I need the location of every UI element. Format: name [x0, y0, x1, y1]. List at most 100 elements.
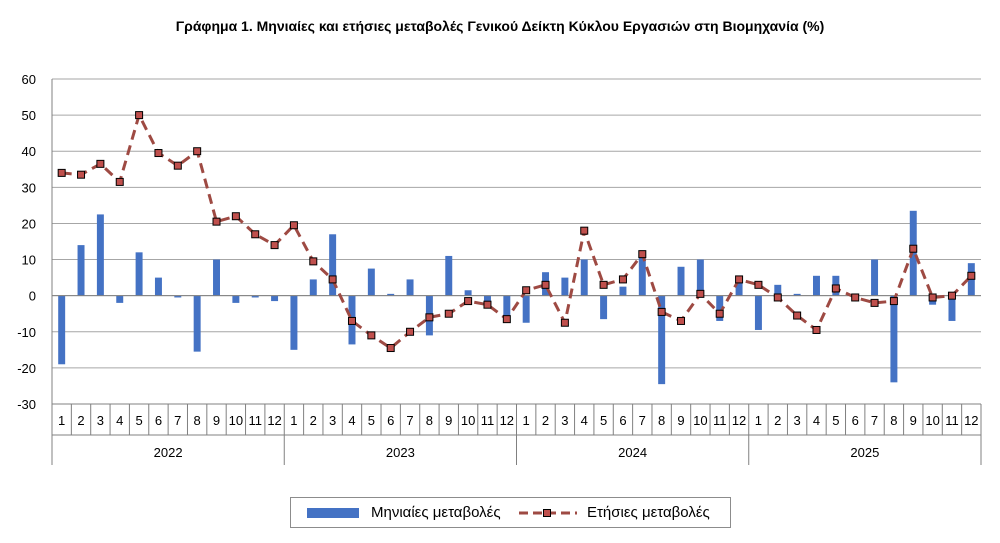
bar: [716, 295, 724, 321]
bar: [154, 277, 162, 296]
x-tick-label: 12: [500, 413, 514, 428]
legend-label-monthly: Μηνιαίες μεταβολές: [371, 504, 501, 521]
y-tick-label: -30: [17, 397, 36, 412]
marker: [735, 275, 744, 284]
marker: [173, 161, 182, 170]
bar: [445, 255, 453, 296]
x-tick-label: 6: [155, 413, 162, 428]
x-tick-label: 10: [925, 413, 939, 428]
x-tick-label: 5: [135, 413, 142, 428]
marker: [696, 289, 705, 298]
bar: [193, 295, 201, 352]
bar: [909, 210, 917, 296]
year-label: 2023: [386, 445, 415, 460]
x-tick-label: 1: [290, 413, 297, 428]
y-tick-label: 40: [22, 144, 36, 159]
marker: [909, 244, 918, 253]
bar: [735, 279, 743, 296]
x-tick-label: 2: [542, 413, 549, 428]
marker: [77, 170, 86, 179]
marker: [947, 291, 956, 300]
x-tick-label: 11: [248, 413, 262, 428]
x-tick-label: 2: [77, 413, 84, 428]
x-tick-label: 2: [310, 413, 317, 428]
bar: [329, 234, 337, 296]
marker: [406, 327, 415, 336]
marker: [889, 297, 898, 306]
annual-line: [61, 113, 973, 350]
x-tick-label: 9: [213, 413, 220, 428]
x-tick-label: 1: [755, 413, 762, 428]
bar: [619, 286, 627, 296]
x-tick-label: 8: [890, 413, 897, 428]
bar: [774, 284, 782, 296]
bar: [387, 293, 395, 296]
marker: [638, 250, 647, 259]
x-tick-label: 8: [194, 413, 201, 428]
x-tick-label: 10: [693, 413, 707, 428]
bar: [309, 279, 317, 296]
marker: [870, 298, 879, 307]
marker: [657, 307, 666, 316]
bar: [600, 295, 608, 320]
bar: [96, 214, 104, 296]
marker: [231, 212, 240, 221]
year-labels: 2022 2023 2024 2025: [154, 445, 880, 460]
x-tick-label: 6: [387, 413, 394, 428]
marker: [347, 316, 356, 325]
bar: [464, 290, 472, 296]
y-tick-label: 0: [29, 289, 36, 304]
x-tick-label: 7: [174, 413, 181, 428]
marker: [677, 316, 686, 325]
marker: [773, 293, 782, 302]
axes: [51, 79, 982, 465]
bar: [638, 255, 646, 296]
bar: [58, 295, 66, 365]
year-label: 2024: [618, 445, 647, 460]
x-tick-label: 6: [619, 413, 626, 428]
y-tick-label: 50: [22, 108, 36, 123]
x-tick-label: 6: [852, 413, 859, 428]
marker: [57, 168, 66, 177]
marker: [464, 297, 473, 306]
marker: [154, 149, 163, 158]
bar: [696, 259, 704, 296]
marker: [270, 241, 279, 250]
marker: [754, 280, 763, 289]
marker: [502, 315, 511, 324]
x-tick-label: 5: [368, 413, 375, 428]
x-tick-label: 4: [116, 413, 123, 428]
x-tick-label: 7: [639, 413, 646, 428]
legend-label-annual: Ετήσιες μεταβολές: [587, 504, 710, 521]
marker: [483, 300, 492, 309]
marker: [367, 331, 376, 340]
x-tick-label: 11: [945, 413, 959, 428]
marker: [212, 217, 221, 226]
legend-line-swatch: [519, 508, 577, 517]
annual-series-line: [61, 113, 973, 350]
x-tick-label: 5: [600, 413, 607, 428]
x-tick-label: 8: [658, 413, 665, 428]
marker: [289, 221, 298, 230]
bar: [522, 295, 530, 323]
y-tick-label: 10: [22, 253, 36, 268]
bar: [561, 277, 569, 296]
year-label: 2025: [850, 445, 879, 460]
bar: [271, 295, 279, 302]
x-tick-label: 4: [813, 413, 820, 428]
x-tick-label: 3: [97, 413, 104, 428]
marker: [328, 275, 337, 284]
bar: [813, 275, 820, 296]
x-tick-label: 11: [481, 413, 495, 428]
bar: [871, 259, 879, 296]
marker: [522, 286, 531, 295]
monthly-bars: [58, 210, 975, 385]
x-tick-label: 9: [677, 413, 684, 428]
marker: [793, 311, 802, 320]
marker: [386, 344, 395, 353]
x-tick-label: 3: [561, 413, 568, 428]
x-tick-label: 3: [794, 413, 801, 428]
marker: [193, 147, 202, 156]
x-tick-label: 12: [964, 413, 978, 428]
